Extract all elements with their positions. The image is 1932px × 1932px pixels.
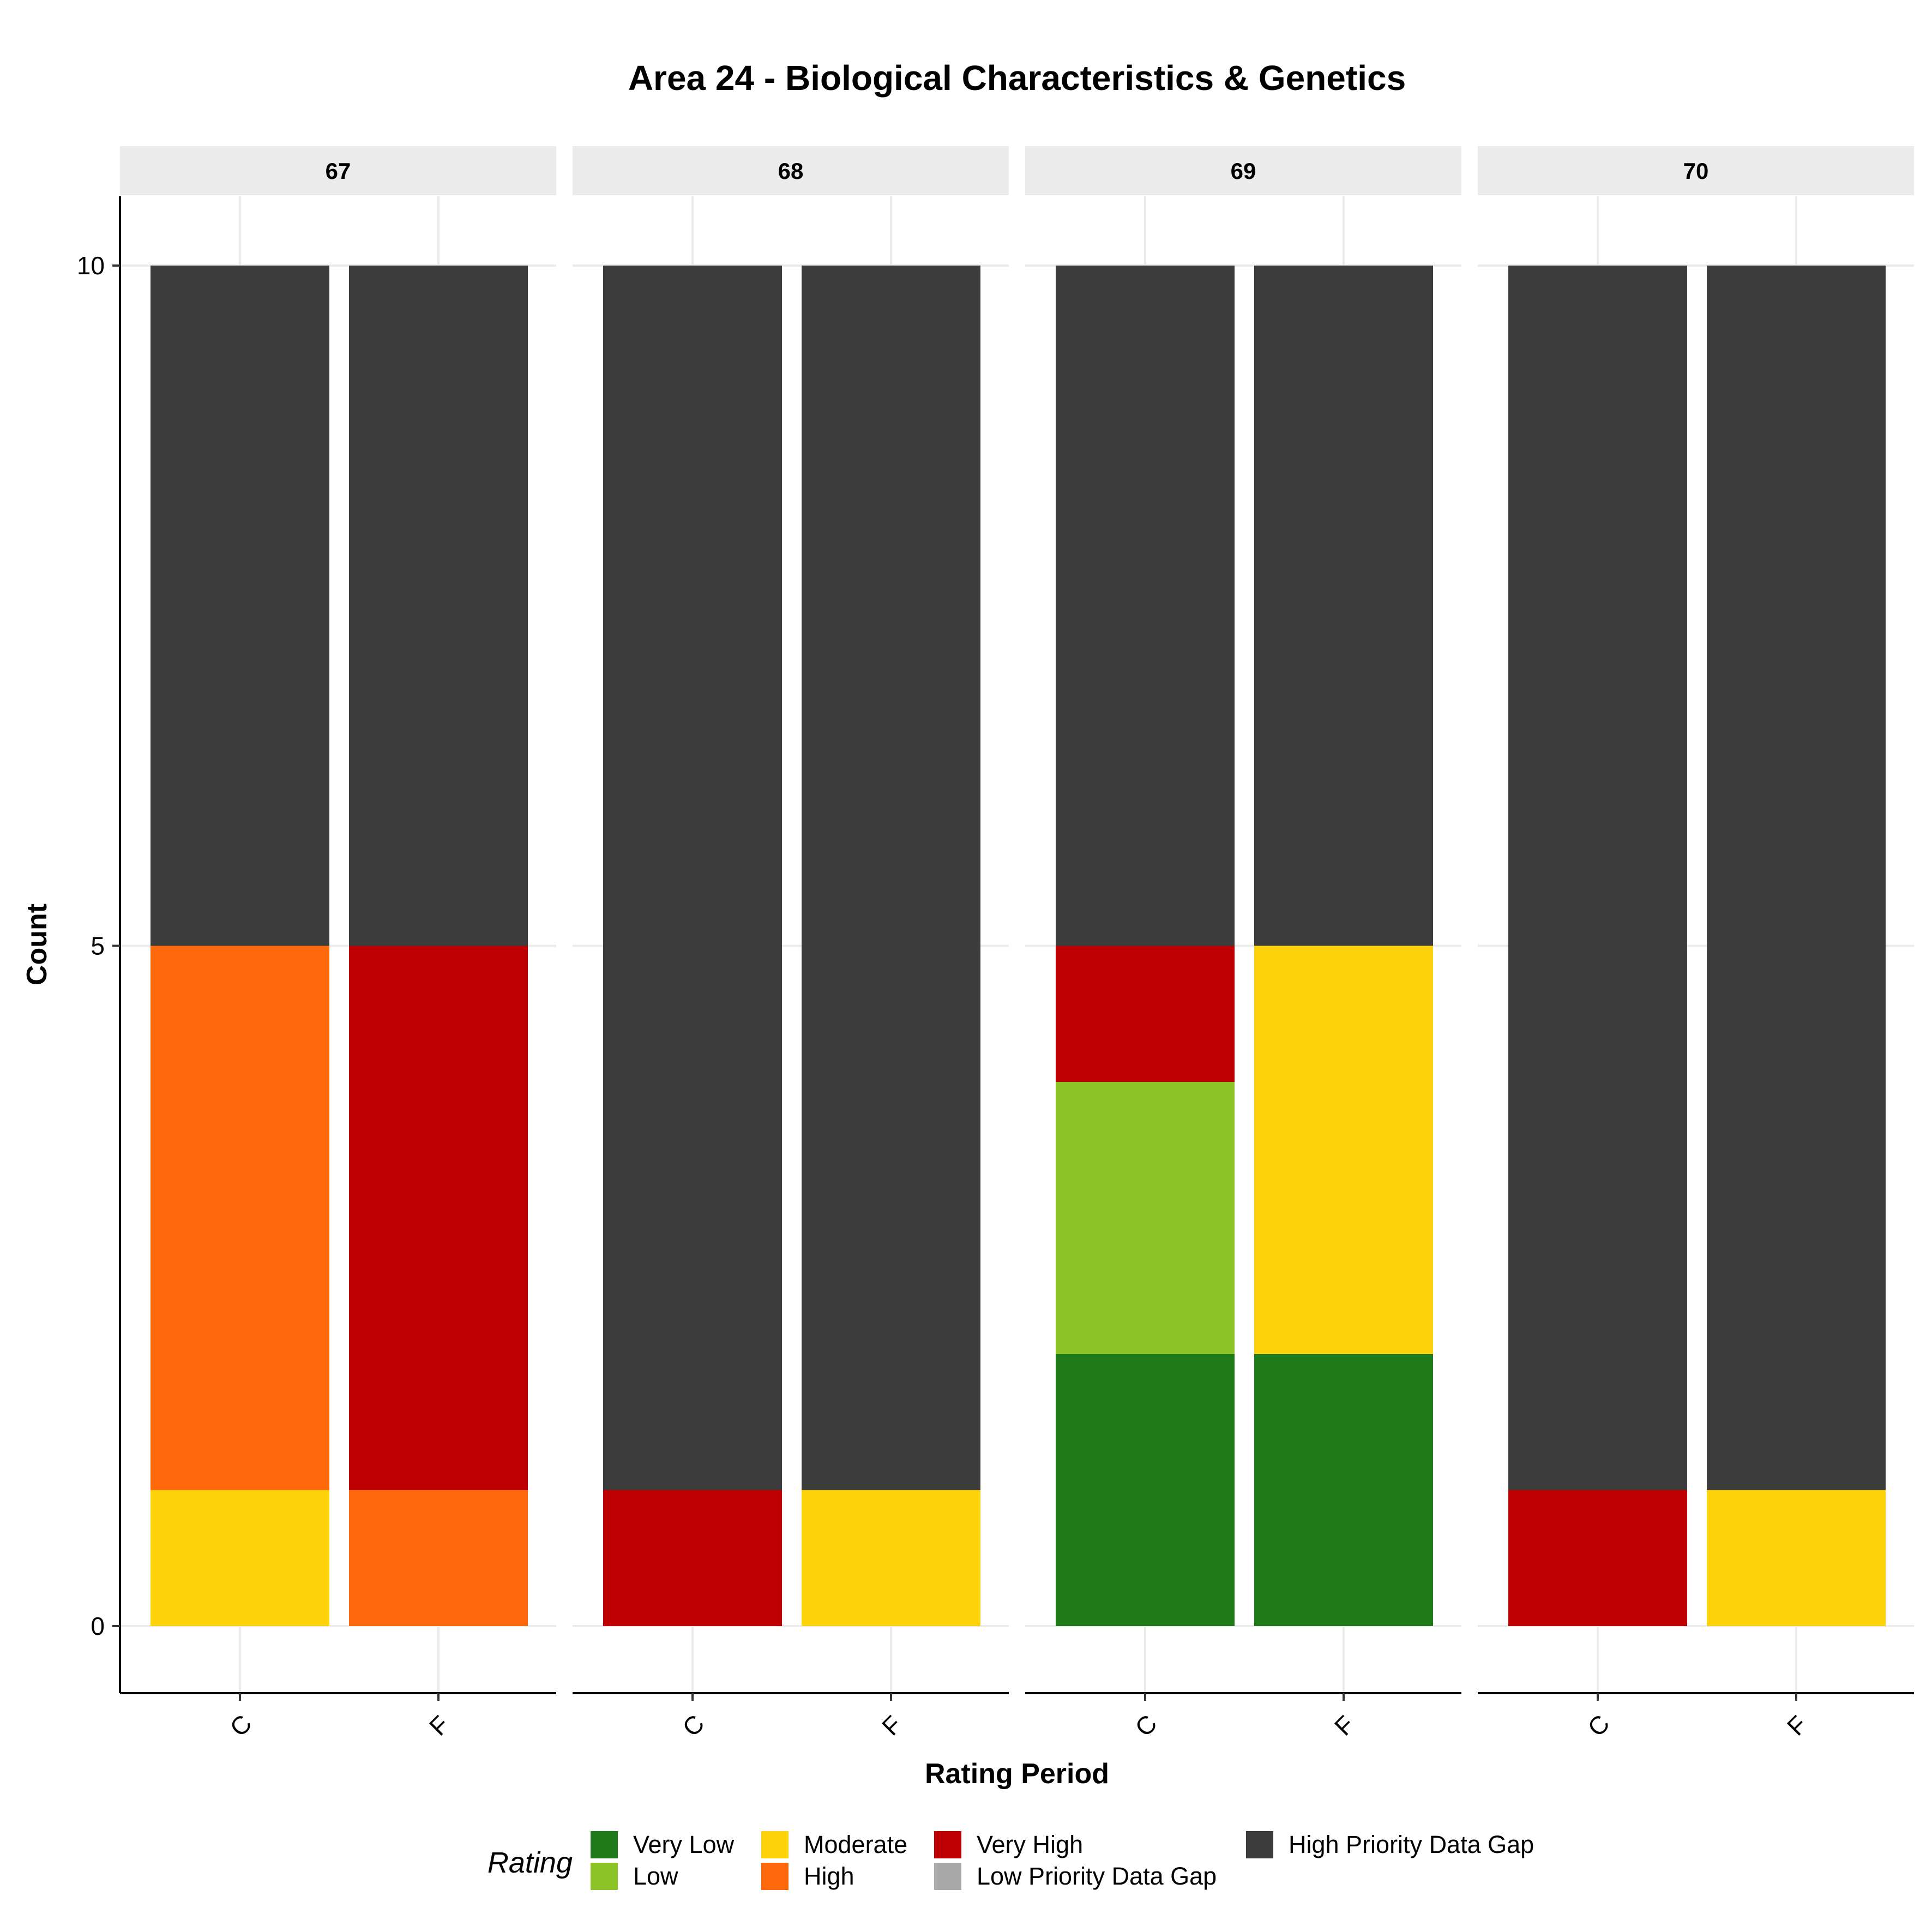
- facet-strip: [1478, 146, 1914, 195]
- facet-panel-68: 68 C F: [573, 146, 1009, 1742]
- bar-segment-67-c-high-priority-data-gap: [151, 266, 329, 946]
- facet-strip-label: 68: [778, 158, 804, 184]
- bar-segment-67-f-very-high: [349, 946, 528, 1490]
- legend-label: Moderate: [804, 1831, 907, 1858]
- chart-title: Area 24 - Biological Characteristics & G…: [628, 58, 1406, 98]
- legend-item-low-priority-data-gap: Low Priority Data Gap: [934, 1862, 1217, 1890]
- bar-segment-70-c-high-priority-data-gap: [1508, 266, 1687, 1490]
- bar-segment-70-f-high-priority-data-gap: [1707, 266, 1886, 1490]
- legend-label: Low: [633, 1862, 678, 1890]
- y-tick-label: 5: [91, 932, 105, 960]
- facet-panel-69: 69 C F: [1025, 146, 1461, 1742]
- x-tick-label: F: [424, 1710, 455, 1741]
- facet-panels: 67 C F 68 C F 69 C F 70 C F: [120, 146, 1914, 1742]
- facet-strip-label: 67: [326, 158, 351, 184]
- x-tick-label: F: [1329, 1710, 1360, 1741]
- x-tick-label: F: [876, 1710, 907, 1741]
- bar-segment-68-c-very-high: [603, 1490, 782, 1626]
- facet-strip: [120, 146, 556, 195]
- facet-strip: [573, 146, 1009, 195]
- bar-segment-67-c-moderate: [151, 1490, 329, 1626]
- bar-segment-69-c-very-low: [1056, 1354, 1235, 1626]
- bar-segment-68-c-high-priority-data-gap: [603, 266, 782, 1490]
- legend-key: [591, 1831, 618, 1858]
- facet-panel-70: 70 C F: [1478, 146, 1914, 1742]
- x-tick-label: C: [1582, 1709, 1615, 1742]
- legend-item-high: High: [761, 1862, 854, 1890]
- legend-key: [934, 1831, 961, 1858]
- bar-segment-69-f-moderate: [1254, 946, 1433, 1354]
- bar-segment-70-c-very-high: [1508, 1490, 1687, 1626]
- bar-segment-69-f-high-priority-data-gap: [1254, 266, 1433, 946]
- legend-item-very-low: Very Low: [591, 1831, 735, 1858]
- bar-segment-67-c-high: [151, 946, 329, 1490]
- legend-key: [761, 1831, 789, 1858]
- legend-item-very-high: Very High: [934, 1831, 1083, 1858]
- bar-segment-70-f-moderate: [1707, 1490, 1886, 1626]
- y-axis-title: Count: [21, 904, 53, 985]
- legend-item-moderate: Moderate: [761, 1831, 907, 1858]
- y-tick-label: 0: [91, 1612, 105, 1640]
- legend-key: [761, 1863, 789, 1890]
- bar-segment-69-c-low: [1056, 1082, 1235, 1354]
- x-tick-label: F: [1781, 1710, 1813, 1741]
- facet-strip-label: 69: [1231, 158, 1256, 184]
- legend-title: Rating: [487, 1846, 573, 1879]
- bar-segment-69-c-very-high: [1056, 946, 1235, 1082]
- bar-segment-68-f-high-priority-data-gap: [802, 266, 980, 1490]
- x-tick-label: C: [224, 1709, 257, 1742]
- y-tick-label: 10: [77, 251, 105, 280]
- legend-label: Very Low: [633, 1831, 735, 1858]
- legend-item-high-priority-data-gap: High Priority Data Gap: [1246, 1831, 1534, 1858]
- legend-key: [1246, 1831, 1273, 1858]
- legend-label: High Priority Data Gap: [1289, 1831, 1534, 1858]
- legend-label: Low Priority Data Gap: [977, 1862, 1217, 1890]
- y-axis: 0 5 10: [77, 196, 121, 1693]
- bar-segment-69-f-very-low: [1254, 1354, 1433, 1626]
- bar-segment-67-f-high: [349, 1490, 528, 1626]
- legend-key: [934, 1863, 961, 1890]
- bar-segment-68-f-moderate: [802, 1490, 980, 1626]
- facet-panel-67: 67 C F: [120, 146, 556, 1742]
- x-tick-label: C: [1129, 1709, 1162, 1742]
- legend-item-low: Low: [591, 1862, 678, 1890]
- bar-segment-67-f-high-priority-data-gap: [349, 266, 528, 946]
- legend: Rating Very Low Low Moderate High Very High Lo…: [487, 1831, 1534, 1890]
- x-tick-label: C: [677, 1709, 709, 1742]
- legend-label: High: [804, 1862, 854, 1890]
- x-axis-title: Rating Period: [925, 1758, 1109, 1790]
- facet-strip-label: 70: [1683, 158, 1709, 184]
- facet-strip: [1025, 146, 1461, 195]
- legend-label: Very High: [977, 1831, 1083, 1858]
- bar-segment-69-c-high-priority-data-gap: [1056, 266, 1235, 946]
- legend-key: [591, 1863, 618, 1890]
